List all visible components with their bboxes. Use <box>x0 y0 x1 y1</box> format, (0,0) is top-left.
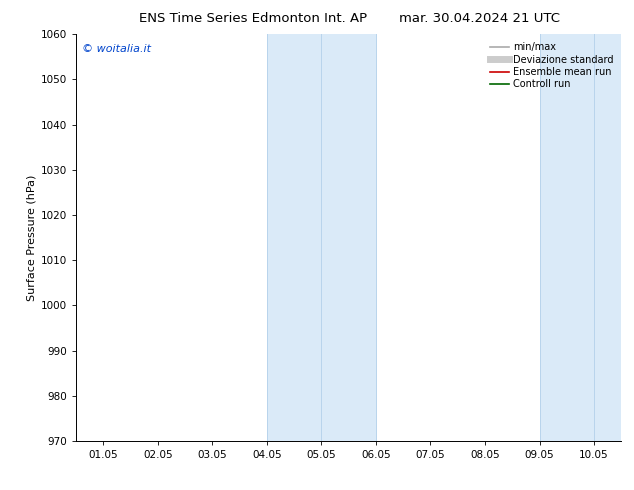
Text: © woitalia.it: © woitalia.it <box>82 45 150 54</box>
Bar <box>540 34 594 441</box>
Legend: min/max, Deviazione standard, Ensemble mean run, Controll run: min/max, Deviazione standard, Ensemble m… <box>487 39 616 92</box>
Bar <box>267 34 321 441</box>
Bar <box>321 34 376 441</box>
Text: mar. 30.04.2024 21 UTC: mar. 30.04.2024 21 UTC <box>399 12 560 25</box>
Y-axis label: Surface Pressure (hPa): Surface Pressure (hPa) <box>27 174 37 301</box>
Bar <box>594 34 621 441</box>
Text: ENS Time Series Edmonton Int. AP: ENS Time Series Edmonton Int. AP <box>139 12 368 25</box>
